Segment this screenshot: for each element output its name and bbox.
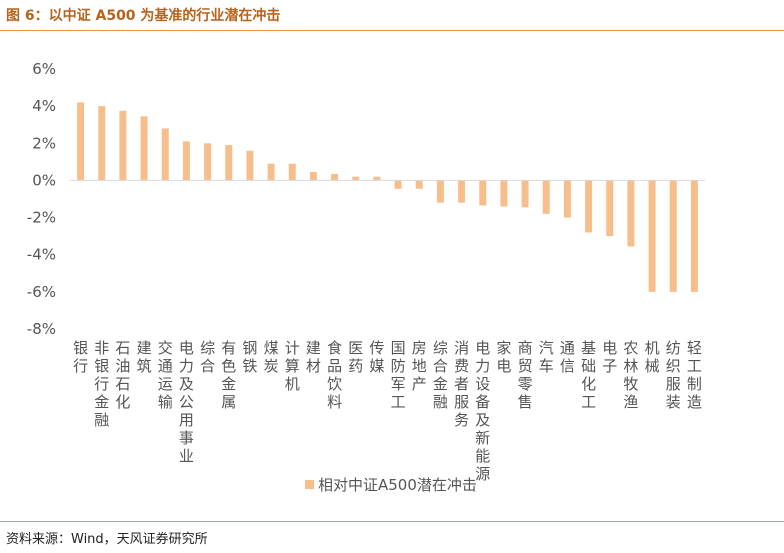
x-category-label: 非银行金融 [94,339,109,429]
x-category-label: 电子 [602,339,617,375]
bar [415,180,423,189]
bar [394,180,402,189]
x-category-label: 建材 [306,339,321,375]
bar [98,106,106,181]
y-tick-label: -6% [27,283,56,301]
x-category-label: 家电 [496,339,511,375]
bar-series [77,102,698,292]
bar [648,180,656,292]
x-category-label: 医药 [348,339,363,375]
x-category-label: 通信 [560,339,575,375]
x-category-label: 农林牧渔 [623,339,638,411]
legend-label: 相对中证A500潜在冲击 [318,476,477,494]
bar [690,180,698,292]
x-category-label: 综合金融 [433,339,448,411]
x-category-label: 计算机 [285,339,300,393]
bar [161,128,169,181]
source-note: 资料来源：Wind，天风证券研究所 [6,532,208,547]
bar [627,180,635,247]
legend-swatch [305,480,314,489]
bar [479,180,487,206]
figure-title: 图 6：以中证 A500 为基准的行业潜在冲击 [6,8,281,24]
source-rule [0,521,784,522]
y-axis: -8% -6% -4% -2% 0% 2% 4% 6% [27,60,56,338]
x-category-label: 综合 [200,339,215,375]
bar [182,141,190,181]
y-tick-label: 0% [32,171,56,189]
bar [521,180,529,208]
x-category-label: 交通运输 [158,339,173,411]
bar [246,150,254,181]
bar [288,163,296,181]
bar [309,172,317,181]
bar [500,180,508,207]
bar-chart: -8%-6%-4%-2%0%2%4%6% 银行非银行金融石油石化建筑交通运输电力… [27,60,705,494]
y-tick-label: -4% [27,246,56,264]
x-category-label: 食品饮料 [327,339,342,411]
title-rule [0,30,784,31]
x-category-label: 轻工制造 [687,339,702,411]
bar [352,176,360,181]
x-category-label: 房地产 [412,339,427,393]
x-category-label: 基础化工 [581,339,596,411]
bar [436,180,444,203]
y-tick-label: 6% [32,60,56,78]
y-tick-label: 4% [32,97,56,115]
x-axis-categories: 银行非银行金融石油石化建筑交通运输电力及公用事业综合有色金属钢铁煤炭计算机建材食… [73,339,702,483]
x-category-label: 传媒 [369,339,384,375]
x-category-label: 汽车 [539,339,554,375]
x-category-label: 电力及公用事业 [179,339,194,465]
y-tick-label: -2% [27,209,56,227]
bar [373,176,381,181]
x-category-label: 有色金属 [221,339,236,411]
bar [77,102,85,181]
x-category-label: 电力设备及新能源 [475,339,490,483]
x-category-label: 钢铁 [242,339,257,375]
x-category-label: 银行 [73,339,88,375]
bar [267,163,275,181]
y-tick-label: 2% [32,134,56,152]
bar [669,180,677,292]
bar [204,143,212,181]
y-tick-label: -8% [27,320,56,338]
x-category-label: 建筑 [137,339,152,375]
bar [331,173,339,181]
bar [542,180,550,214]
bar [458,180,466,203]
x-category-label: 消费者服务 [454,339,469,429]
x-category-label: 纺织服装 [666,339,681,411]
bar [563,180,571,218]
x-category-label: 商贸零售 [518,339,533,411]
bar [585,180,593,233]
x-category-label: 煤炭 [264,339,279,375]
bar [140,116,148,181]
bar [119,110,127,181]
bar [606,180,614,237]
x-category-label: 机械 [645,339,660,375]
x-category-label: 国防军工 [391,339,406,411]
legend: 相对中证A500潜在冲击 [305,476,477,494]
bar [225,145,233,181]
x-category-label: 石油石化 [115,339,130,411]
